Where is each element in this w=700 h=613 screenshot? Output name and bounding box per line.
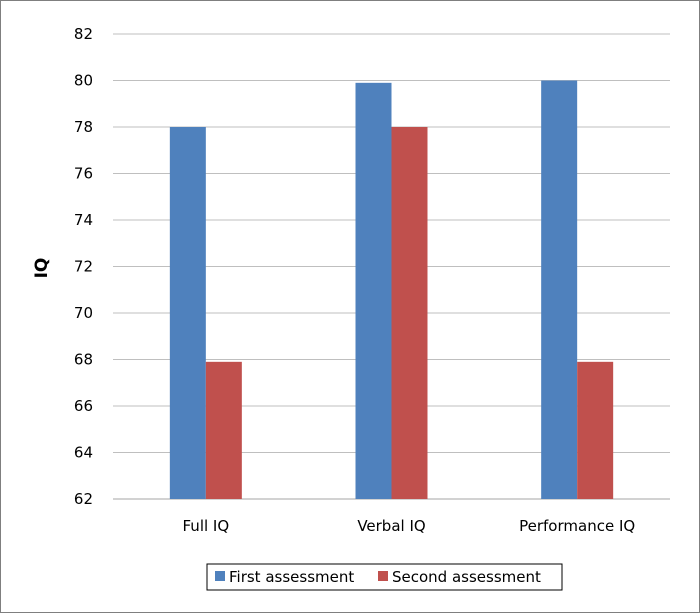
legend-entry-label: First assessment [229, 568, 354, 586]
x-category-label: Full IQ [183, 517, 230, 535]
legend-swatch [378, 571, 388, 581]
y-tick-label: 76 [74, 165, 93, 183]
legend-entry-label: Second assessment [392, 568, 541, 586]
y-tick-label: 74 [74, 211, 93, 229]
y-tick-label: 78 [74, 118, 93, 136]
y-tick-label: 82 [74, 25, 93, 43]
legend: First assessment Second assessment [206, 563, 563, 591]
y-tick-label: 72 [74, 258, 93, 276]
y-tick-label: 64 [74, 444, 93, 462]
bars [169, 80, 614, 499]
bar-first-assessment [169, 127, 206, 499]
y-axis-label: IQ [32, 258, 52, 279]
y-tick-label: 66 [74, 397, 93, 415]
y-axis-ticks: 62 64 66 68 70 72 74 76 78 80 82 [74, 25, 93, 508]
y-tick-label: 80 [74, 72, 93, 90]
bar-second-assessment [205, 361, 242, 499]
bar-first-assessment [541, 80, 578, 499]
legend-swatch [215, 571, 225, 581]
x-category-label: Verbal IQ [357, 517, 425, 535]
bar-first-assessment [355, 82, 392, 499]
y-tick-label: 68 [74, 351, 93, 369]
x-category-label: Performance IQ [519, 517, 635, 535]
y-tick-label: 62 [74, 490, 93, 508]
bar-second-assessment [391, 127, 428, 499]
y-tick-label: 70 [74, 304, 93, 322]
bar-second-assessment [577, 361, 614, 499]
x-axis-categories: Full IQ Verbal IQ Performance IQ [183, 517, 636, 535]
